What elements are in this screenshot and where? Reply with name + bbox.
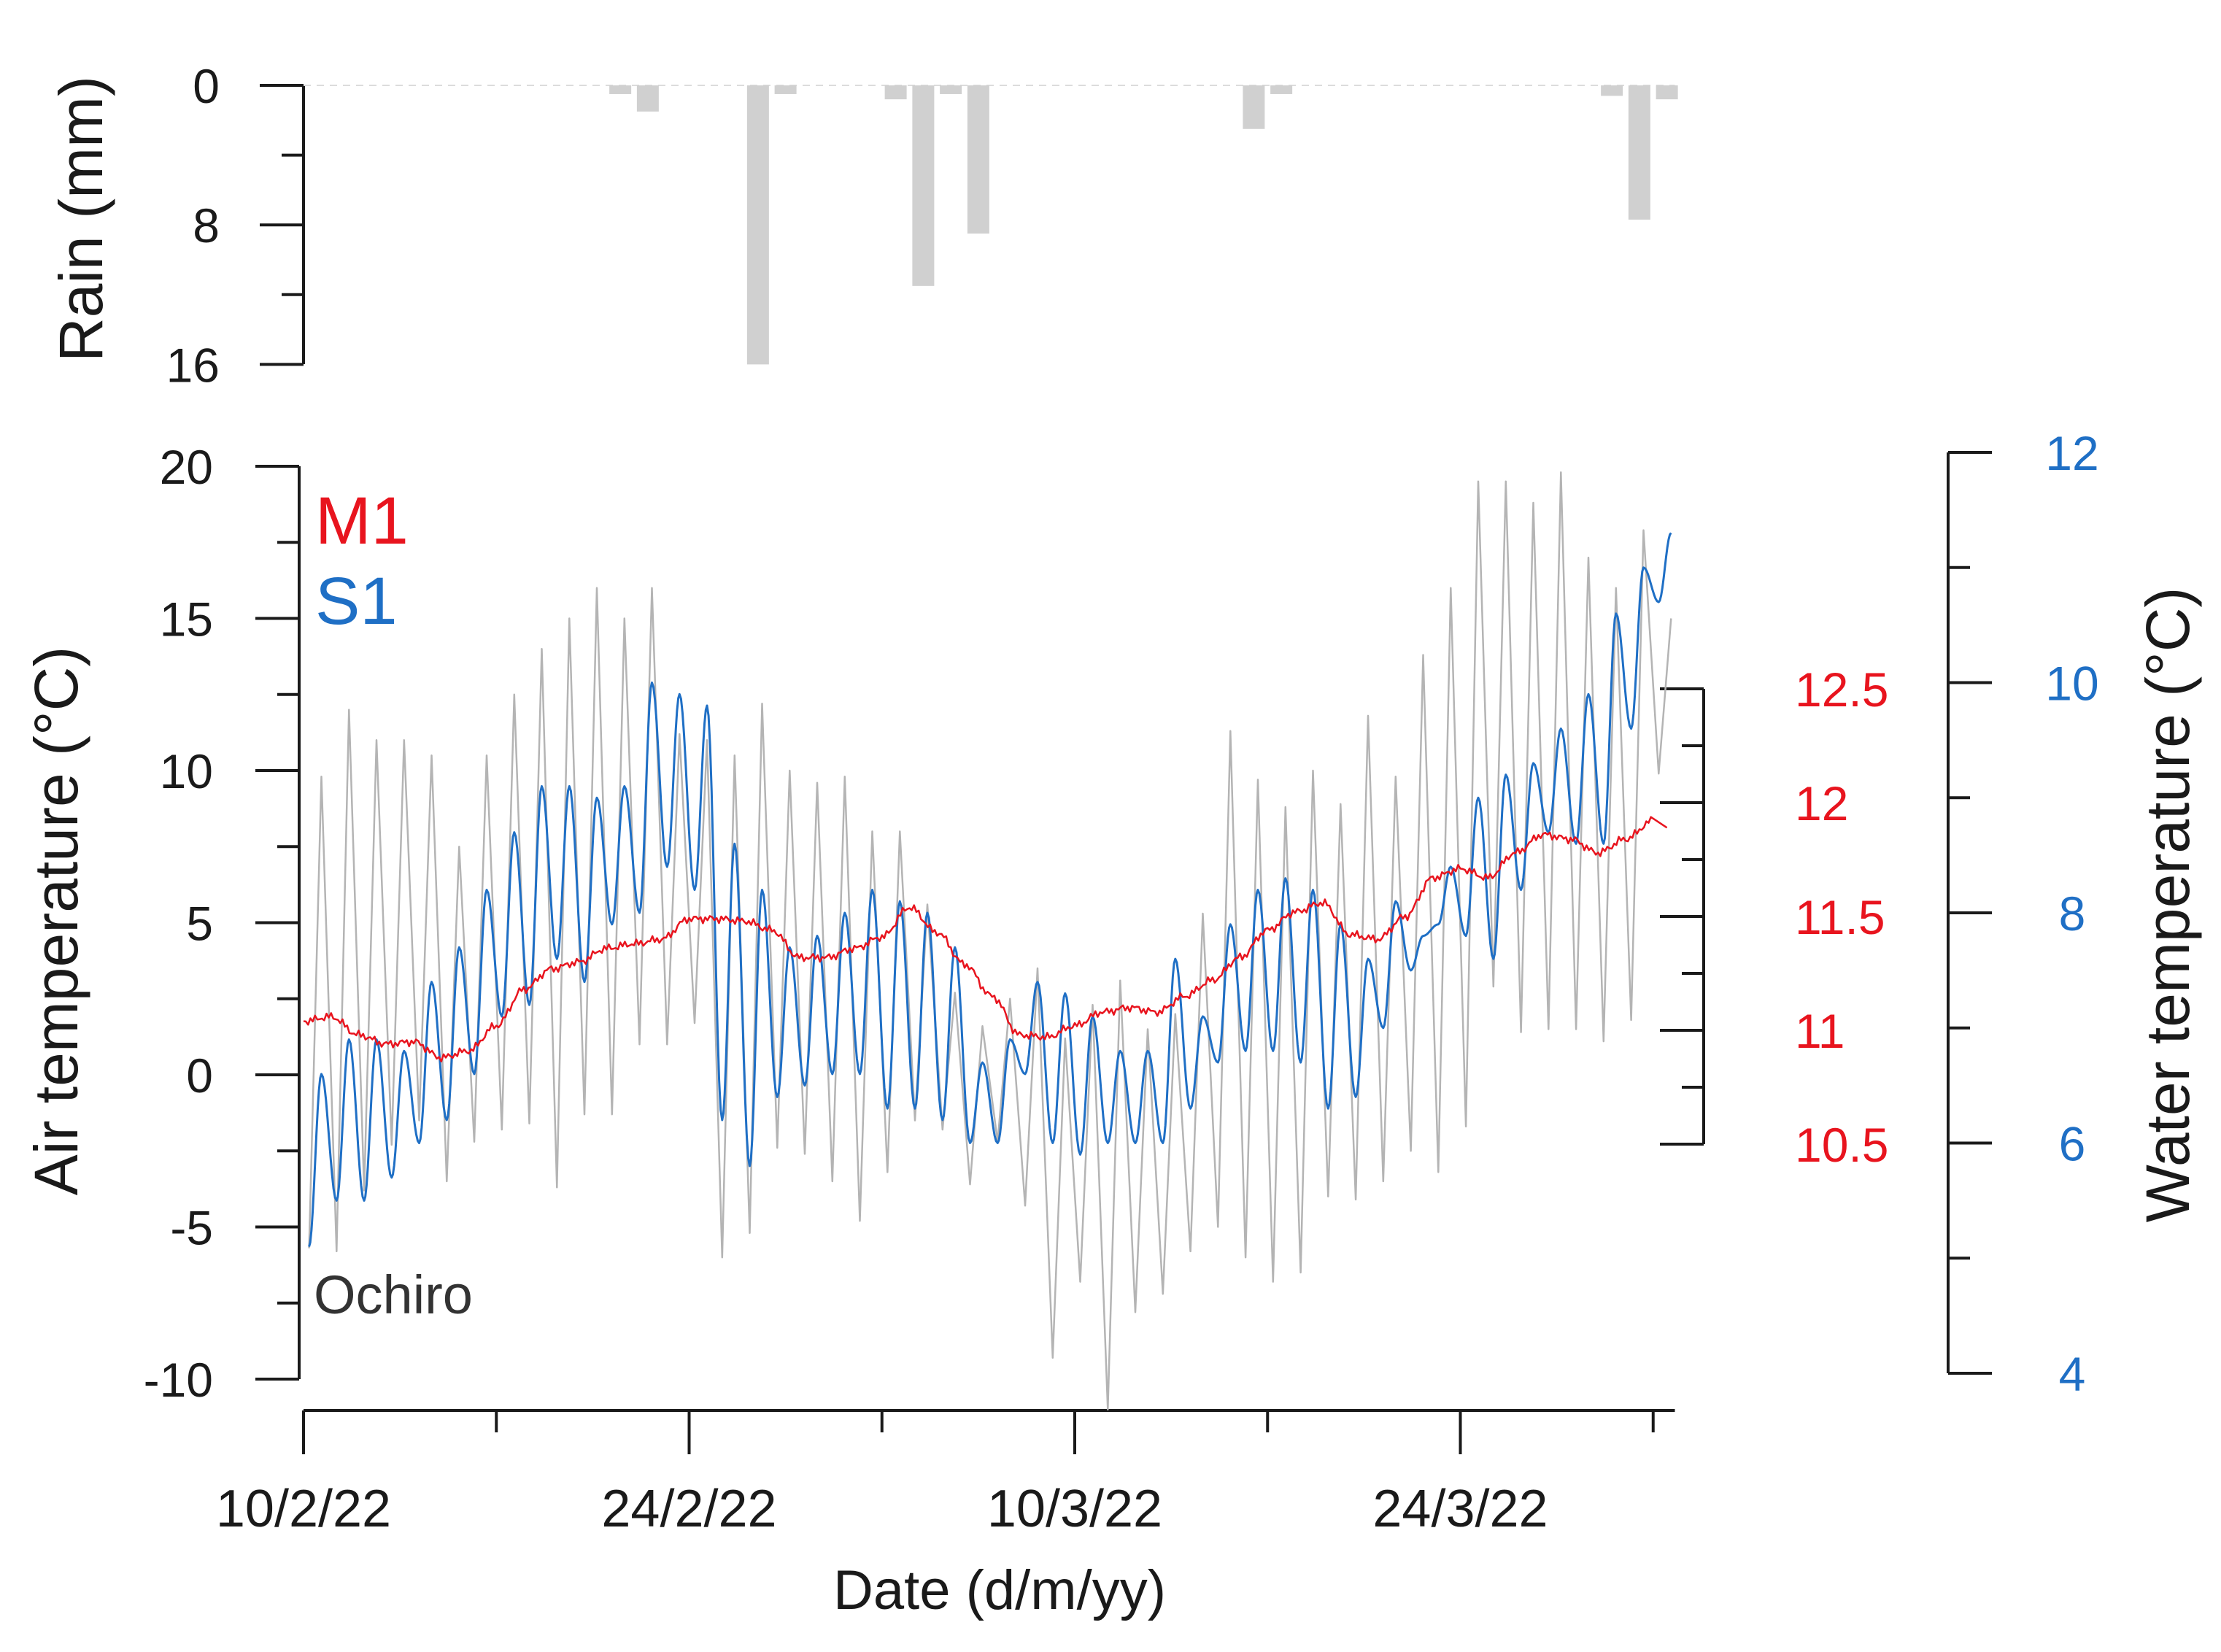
water-tick-label: 4	[2059, 1347, 2086, 1401]
rain-bar	[609, 85, 632, 94]
rain-bar	[1628, 85, 1650, 220]
rain-bar	[884, 85, 907, 100]
rain-bar	[774, 85, 797, 94]
air-tick-label: 0	[186, 1049, 213, 1103]
rain-bar	[967, 85, 989, 234]
rain-tick-label: 8	[193, 198, 220, 252]
rain-bar	[636, 85, 659, 112]
x-axis-label: Date (d/m/yy)	[833, 1559, 1166, 1621]
m1-tick-label: 12	[1795, 776, 1848, 830]
m1-tick-label: 11	[1795, 1004, 1845, 1058]
rain-tick-label: 16	[166, 338, 220, 392]
air-tick-label: 20	[160, 440, 213, 494]
air-tick-label: 5	[186, 897, 213, 951]
rain-bar	[1270, 85, 1293, 94]
water-tick-label: 10	[2045, 657, 2098, 711]
water-axis-label: Water temperature (°C)	[2133, 587, 2202, 1223]
rain-tick-label: 0	[193, 59, 220, 113]
m1-tick-label: 10.5	[1795, 1118, 1888, 1172]
series-label-ochiro: Ochiro	[314, 1265, 473, 1325]
m1-water-temperature-line	[303, 816, 1668, 1062]
x-tick-label: 24/2/22	[601, 1480, 776, 1538]
rain-bar	[1601, 85, 1623, 96]
ochiro-air-temperature-line	[308, 471, 1672, 1410]
s1-water-temperature-line	[308, 532, 1672, 1247]
rain-panel: 0 8 16 Rain (mm)	[47, 59, 1678, 392]
rain-bar	[746, 85, 769, 365]
x-tick-label: 10/2/22	[216, 1480, 391, 1538]
rain-axis-label: Rain (mm)	[47, 76, 115, 362]
series-label-m1: M1	[315, 484, 409, 558]
air-axis-label: Air temperature (°C)	[22, 646, 90, 1195]
rain-bar	[1243, 85, 1265, 129]
temperature-panel: -10 -5 0 5 10 15 20 Air temperature (°C) 10.5 11 1…	[22, 426, 2202, 1621]
series-label-s1: S1	[315, 564, 398, 638]
air-tick-label: -5	[170, 1201, 213, 1255]
x-tick-label: 24/3/22	[1372, 1480, 1548, 1538]
m1-tick-label: 12.5	[1795, 663, 1888, 717]
water-tick-label: 6	[2059, 1117, 2086, 1171]
m1-tick-label: 11.5	[1795, 890, 1885, 944]
water-tick-label: 8	[2059, 887, 2086, 941]
air-tick-label: 10	[160, 744, 213, 798]
rain-bar	[940, 85, 962, 94]
x-tick-label: 10/3/22	[987, 1480, 1162, 1538]
air-tick-label: -10	[144, 1353, 213, 1407]
rain-bar	[1656, 85, 1678, 100]
air-tick-label: 15	[160, 593, 213, 646]
rain-bar	[912, 85, 935, 286]
water-tick-label: 12	[2045, 426, 2098, 480]
